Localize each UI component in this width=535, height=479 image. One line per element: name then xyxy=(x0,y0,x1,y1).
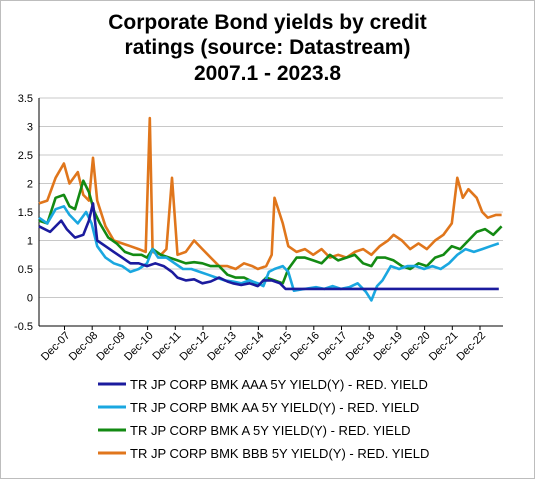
x-tick-label: Dec-10 xyxy=(122,330,156,364)
legend-entry: TR JP CORP BMK AAA 5Y YIELD(Y) - RED. YI… xyxy=(130,377,428,392)
x-tick-label: Dec-21 xyxy=(427,330,461,364)
y-tick-label: 2 xyxy=(27,179,33,191)
y-tick-label: -0.5 xyxy=(14,321,33,333)
legend-entry: TR JP CORP BMK AA 5Y YIELD(Y) - RED. YIE… xyxy=(130,400,419,415)
y-tick-label: 1 xyxy=(27,236,33,248)
chart-title-line-2: ratings (source: Datastream) xyxy=(124,36,411,59)
x-tick-label: Dec-18 xyxy=(344,330,378,364)
y-tick-label: 0.5 xyxy=(18,264,33,276)
x-tick-label: Dec-13 xyxy=(205,330,239,364)
x-tick-label: Dec-19 xyxy=(371,330,405,364)
y-tick-label: 0 xyxy=(27,293,33,305)
y-tick-label: 3 xyxy=(27,122,33,134)
x-tick-label: Dec-07 xyxy=(39,330,73,364)
series-line xyxy=(38,116,502,271)
x-tick-label: Dec-11 xyxy=(150,330,183,363)
x-tick-label: Dec-12 xyxy=(178,330,212,364)
legend-entry: TR JP CORP BMK A 5Y YIELD(Y) - RED. YIEL… xyxy=(130,423,411,438)
legend-entry: TR JP CORP BMK BBB 5Y YIELD(Y) - RED. YI… xyxy=(130,446,429,461)
chart-title-line-1: Corporate Bond yields by credit xyxy=(108,11,427,34)
x-tick-label: Dec-15 xyxy=(261,330,295,364)
x-tick-label: Dec-09 xyxy=(94,330,128,364)
x-tick-label: Dec-14 xyxy=(233,330,267,364)
y-tick-label: 3.5 xyxy=(18,93,33,105)
x-tick-label: Dec-20 xyxy=(399,330,433,364)
x-tick-label: Dec-22 xyxy=(455,330,489,364)
y-tick-label: 2.5 xyxy=(18,150,33,162)
chart-title-line-3: 2007.1 - 2023.8 xyxy=(193,62,342,85)
x-tick-label: Dec-17 xyxy=(316,330,350,364)
series-line xyxy=(38,205,500,302)
series-line xyxy=(38,202,499,291)
x-tick-label: Dec-16 xyxy=(288,330,322,364)
x-tick-label: Dec-08 xyxy=(67,330,101,364)
y-tick-label: 1.5 xyxy=(18,207,33,219)
